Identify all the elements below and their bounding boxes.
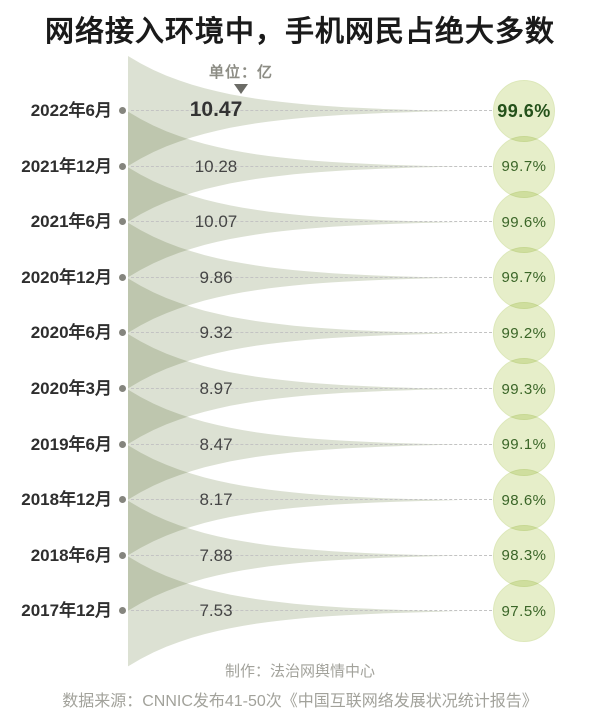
funnel-shape — [128, 56, 460, 166]
source-line: 数据来源：CNNIC发布41-50次《中国互联网络发展状况统计报告》 — [62, 693, 538, 710]
funnel-shape — [128, 389, 460, 500]
unit-label: 单位：亿 — [208, 64, 273, 81]
funnel-shape — [128, 334, 460, 444]
funnel-shape — [128, 278, 460, 389]
funnel-shape — [128, 556, 460, 667]
down-arrow-icon — [234, 84, 248, 94]
funnel-shape — [128, 111, 460, 222]
funnel-shape — [128, 445, 460, 556]
funnel-shape — [128, 500, 460, 611]
funnel-shape — [128, 167, 460, 278]
credit-line: 制作：法治网舆情中心 — [224, 663, 375, 680]
chart-title: 网络接入环境中，手机网民占绝大多数 — [44, 16, 555, 48]
funnel-shape — [128, 222, 460, 333]
